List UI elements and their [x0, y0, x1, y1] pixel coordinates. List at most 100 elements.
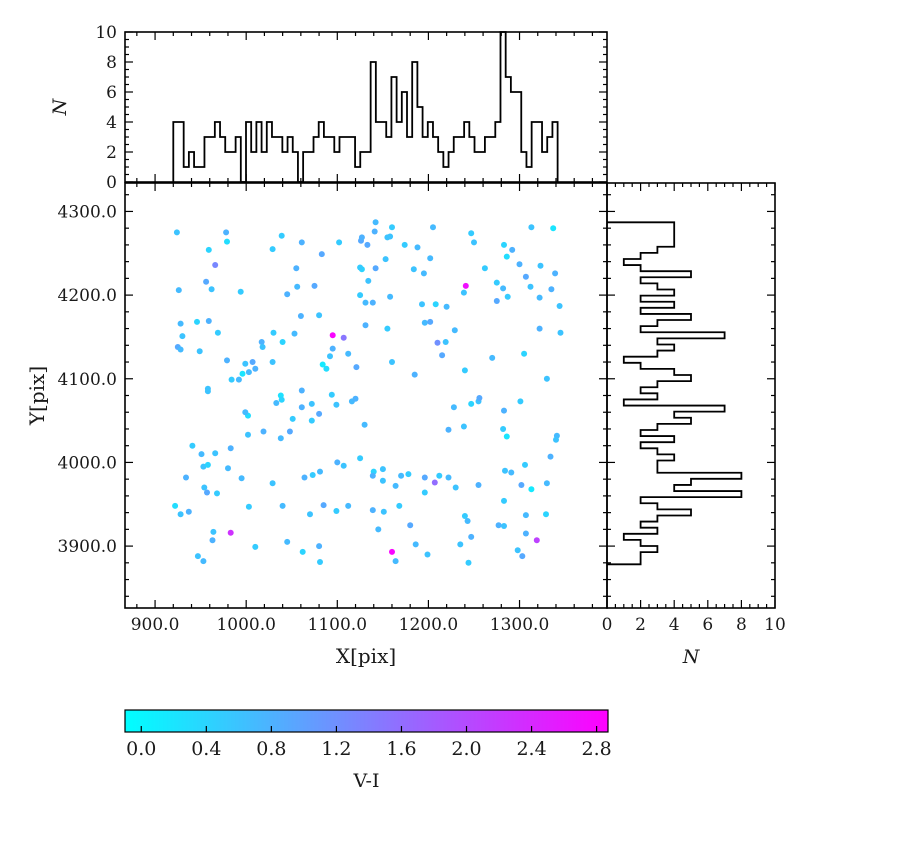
scatter-point [277, 435, 284, 442]
scatter-point [210, 528, 217, 535]
scatter-point [518, 482, 525, 488]
scatter-point [401, 241, 408, 248]
scatter-point [536, 325, 543, 332]
scatter-point [372, 219, 379, 226]
scatter-point [205, 318, 212, 324]
scatter-point [522, 512, 529, 519]
colorbar-tick-label: 0.0 [126, 738, 156, 760]
scatter-point [204, 489, 210, 496]
scatter-point [258, 339, 265, 345]
scatter-point [245, 431, 251, 438]
scatter-point [501, 497, 507, 504]
scatter-point [293, 265, 300, 272]
scatter-point [269, 480, 276, 487]
scatter-point [421, 319, 428, 326]
scatter-point [239, 370, 246, 377]
scatter-point [227, 529, 234, 536]
scatter-point [475, 482, 482, 488]
top-hist-tick-label: 10 [95, 23, 117, 43]
scatter-point [468, 230, 475, 237]
scatter-point [387, 293, 394, 300]
scatter-point [548, 286, 555, 293]
scatter-point [334, 459, 341, 466]
scatter-point [225, 465, 231, 472]
scatter-point [471, 239, 477, 246]
scatter-point [252, 365, 259, 372]
scatter-point [522, 461, 528, 468]
scatter-point [389, 359, 395, 365]
scatter-point [235, 376, 242, 383]
scatter-point [336, 239, 343, 246]
right-hist-tick-label: 0 [602, 615, 613, 635]
scatter-point [371, 228, 378, 235]
scatter-point [308, 417, 315, 424]
scatter-point [503, 253, 510, 260]
scatter-point [460, 289, 467, 296]
top-hist-tick-label: 6 [106, 83, 117, 103]
axes-ticks [125, 31, 776, 608]
scatter-point [543, 511, 549, 518]
scatter-point [379, 466, 386, 473]
scatter-point [224, 357, 230, 364]
scatter-point [364, 241, 371, 248]
scatter-point [389, 224, 395, 231]
scatter-point [298, 387, 305, 394]
top-histogram [172, 31, 559, 183]
scatter-point [291, 330, 298, 337]
top-hist-tick-label: 2 [106, 143, 117, 163]
scatter-point [212, 450, 219, 457]
scatter-point [392, 482, 399, 489]
scatter-point [414, 244, 421, 251]
scatter-point [340, 462, 347, 469]
scatter-point [357, 264, 364, 271]
scatter-point [509, 246, 516, 253]
scatter-point [427, 318, 434, 325]
right-hist-count-label: N [682, 646, 701, 668]
scatter-point [259, 344, 266, 350]
scatter-point [389, 548, 395, 555]
scatter-point [504, 293, 511, 300]
colorbar-tick-label: 0.8 [256, 738, 286, 760]
scatter-point [481, 265, 488, 272]
y-tick-label: 4300.0 [58, 202, 117, 222]
scatter-point [214, 329, 221, 336]
colorbar-tick-label: 1.2 [321, 738, 351, 760]
scatter-point [298, 404, 305, 411]
scatter-point [309, 472, 316, 478]
scatter-point [237, 288, 244, 295]
right-hist-tick-label: 6 [702, 615, 713, 635]
colorbar-tick-label: 2.0 [451, 738, 481, 760]
scatter-point [369, 472, 376, 479]
scatter-point [252, 543, 259, 550]
scatter-point [552, 270, 559, 277]
scatter-point [407, 522, 414, 529]
scatter-point [452, 484, 459, 491]
scatter-point [476, 395, 483, 401]
scatter-point [307, 511, 313, 518]
scatter-point [204, 388, 211, 395]
scatter-point [200, 463, 207, 470]
scatter-point [439, 352, 446, 359]
scatter-point [223, 229, 230, 236]
scatter-point [177, 346, 184, 353]
x-tick-label: 1000.0 [216, 615, 275, 635]
y-tick-label: 4200.0 [58, 286, 117, 306]
scatter-point [362, 299, 369, 306]
scatter-point [278, 232, 285, 239]
scatter-point [461, 513, 468, 519]
scatter-point [536, 294, 543, 301]
scatter-point [396, 502, 403, 509]
scatter-point [228, 376, 235, 383]
colorbar-tick-label: 0.4 [191, 738, 221, 760]
scatter-point [317, 559, 323, 565]
colorbar-bar [124, 709, 609, 733]
scatter-point [278, 396, 285, 403]
scatter-point [434, 339, 441, 346]
scatter-point [543, 480, 550, 487]
scatter-point [468, 400, 475, 407]
scatter-point [175, 287, 182, 294]
scatter-point [198, 451, 205, 458]
scatter-point [301, 474, 308, 481]
scatter-point [468, 533, 475, 540]
scatter-point [317, 468, 323, 475]
